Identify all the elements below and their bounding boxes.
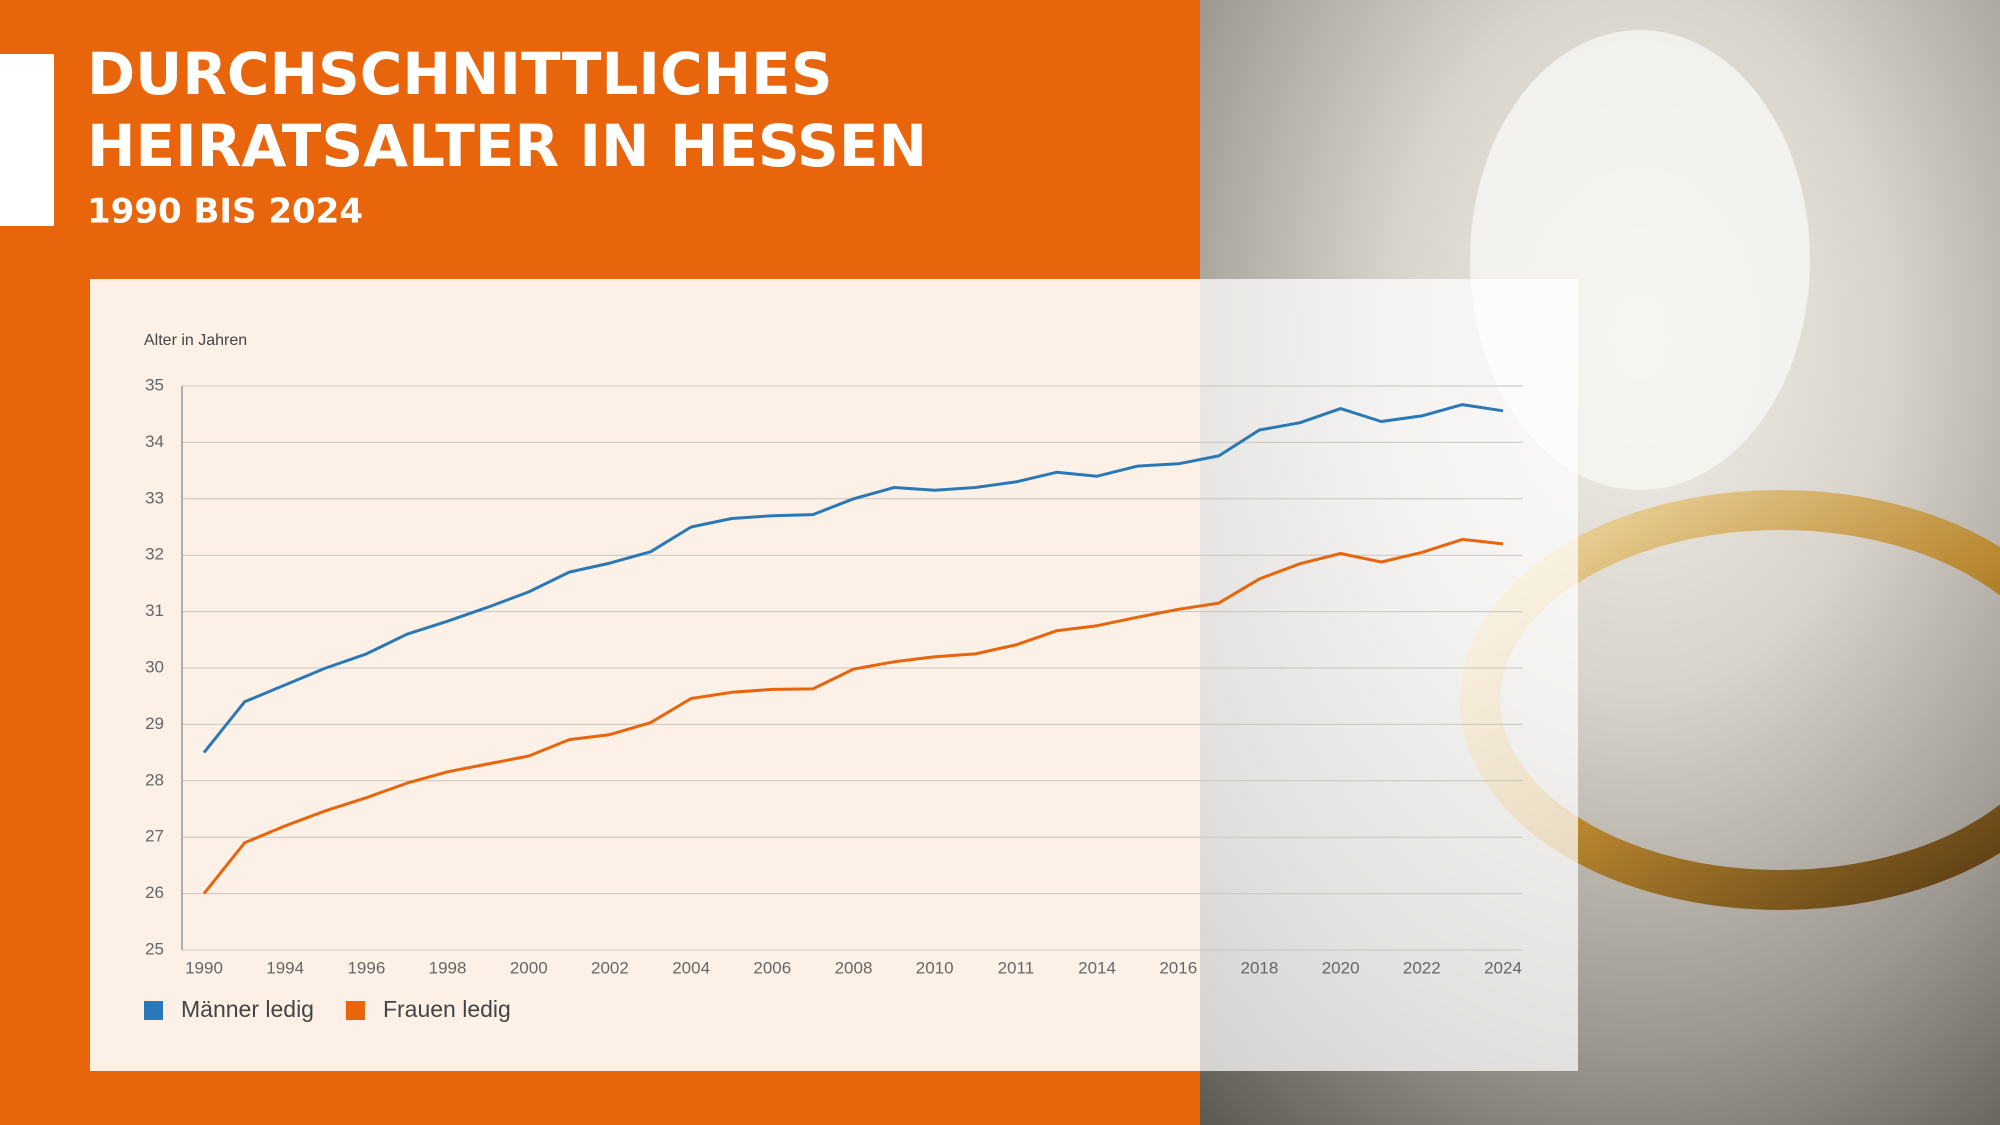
x-tick-label: 2024	[1484, 958, 1522, 977]
x-tick-label: 2002	[591, 958, 629, 977]
x-tick-label: 2018	[1241, 958, 1279, 977]
y-axis-label: Alter in Jahren	[144, 332, 247, 349]
x-tick-label: 2016	[1159, 958, 1197, 977]
y-tick-label: 29	[145, 714, 164, 733]
legend-swatch	[144, 1001, 163, 1020]
chart-subtitle: 1990 BIS 2024	[87, 192, 363, 232]
line-series	[202, 537, 1504, 895]
y-tick-label: 27	[145, 827, 164, 846]
chart-title: HEIRATSALTER IN HESSEN	[87, 112, 927, 180]
x-tick-label: 2022	[1403, 958, 1441, 977]
x-tick-label: 1990	[185, 958, 223, 977]
line-series	[202, 403, 1504, 754]
x-tick-label: 1994	[266, 958, 304, 977]
y-tick-label: 30	[145, 657, 164, 676]
y-tick-label: 35	[145, 375, 164, 394]
x-tick-label: 2006	[753, 958, 791, 977]
chart-title: DURCHSCHNITTLICHES	[87, 40, 833, 108]
x-tick-label: 1998	[429, 958, 467, 977]
x-tick-label: 2008	[835, 958, 873, 977]
accent-bar	[0, 54, 54, 226]
legend-swatch	[345, 1001, 365, 1020]
x-tick-label: 2011	[998, 958, 1035, 977]
x-tick-label: 2014	[1078, 958, 1116, 977]
y-tick-label: 31	[145, 601, 164, 620]
x-tick-label: 2004	[672, 958, 710, 977]
x-tick-label: 2000	[510, 958, 548, 977]
y-tick-label: 34	[145, 432, 164, 451]
legend-label: Frauen ledig	[383, 996, 511, 1022]
x-tick-label: 2010	[916, 958, 954, 977]
panel	[90, 279, 1200, 1071]
panel-translucent	[1200, 279, 1578, 1071]
y-tick-label: 33	[145, 488, 164, 507]
y-tick-label: 32	[145, 545, 164, 564]
x-tick-label: 2020	[1322, 958, 1360, 977]
y-tick-label: 28	[145, 770, 164, 789]
legend-label: Männer ledig	[181, 996, 314, 1022]
y-tick-label: 26	[145, 883, 164, 902]
x-tick-label: 1996	[347, 958, 385, 977]
y-tick-label: 25	[145, 939, 164, 958]
